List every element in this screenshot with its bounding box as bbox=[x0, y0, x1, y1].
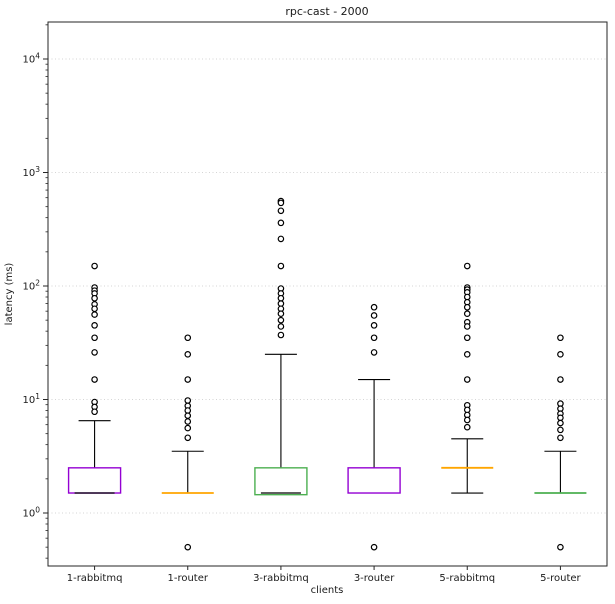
outlier-point bbox=[463, 416, 471, 424]
boxplot-5-router bbox=[534, 334, 587, 551]
boxplot-1-rabbitmq bbox=[67, 262, 122, 494]
outlier-point bbox=[184, 351, 192, 358]
outlier-point bbox=[277, 331, 285, 339]
x-tick-label: 5-rabbitmq bbox=[439, 573, 495, 584]
outlier-point bbox=[370, 334, 378, 342]
outlier-point bbox=[370, 543, 378, 551]
outlier-point bbox=[184, 418, 192, 425]
box bbox=[347, 467, 401, 494]
boxplot-5-rabbitmq bbox=[441, 262, 494, 494]
outlier-point bbox=[370, 312, 378, 319]
outlier-point bbox=[557, 543, 564, 551]
outlier-point bbox=[557, 376, 564, 383]
outlier-point bbox=[184, 334, 192, 342]
outlier-point bbox=[277, 323, 285, 330]
outlier-point bbox=[91, 294, 98, 302]
outlier-point bbox=[184, 434, 192, 442]
outlier-point bbox=[463, 303, 471, 311]
outlier-point bbox=[277, 316, 285, 324]
outlier-point bbox=[91, 408, 98, 416]
outlier-point bbox=[184, 543, 192, 551]
outlier-point bbox=[277, 310, 285, 318]
outlier-point bbox=[463, 293, 471, 301]
outlier-point bbox=[91, 334, 98, 342]
boxplot-3-rabbitmq bbox=[254, 197, 308, 496]
outlier-point bbox=[184, 397, 192, 404]
outlier-point bbox=[91, 311, 98, 318]
outlier-point bbox=[557, 334, 564, 342]
outlier-point bbox=[557, 434, 564, 442]
outlier-point bbox=[557, 351, 564, 358]
outlier-point bbox=[463, 310, 471, 318]
boxplot-3-router bbox=[347, 303, 401, 551]
outlier-point bbox=[463, 351, 471, 358]
outlier-point bbox=[277, 262, 285, 270]
outlier-point bbox=[277, 219, 285, 227]
boxplot-1-router bbox=[161, 334, 214, 551]
outlier-point bbox=[557, 419, 564, 427]
x-tick-label: 3-router bbox=[354, 573, 395, 584]
x-axis-label: clients bbox=[311, 585, 344, 596]
x-tick-label: 1-router bbox=[167, 573, 208, 584]
outlier-point bbox=[463, 423, 471, 431]
outlier-point bbox=[370, 349, 378, 356]
outlier-point bbox=[370, 303, 378, 311]
outlier-point bbox=[184, 407, 192, 414]
outlier-point bbox=[557, 426, 564, 434]
outlier-point bbox=[277, 207, 285, 215]
outlier-point bbox=[277, 235, 285, 243]
chart-title: rpc-cast - 2000 bbox=[285, 5, 368, 18]
box bbox=[67, 467, 122, 494]
box bbox=[254, 467, 308, 496]
outlier-point bbox=[463, 376, 471, 383]
outlier-point bbox=[184, 412, 192, 419]
outlier-point bbox=[184, 376, 192, 383]
outlier-point bbox=[91, 322, 98, 329]
outlier-point bbox=[463, 334, 471, 342]
outlier-point bbox=[91, 305, 98, 313]
plot-area: 100 101 102 103 104 1-rabbitmq 1-router 3-rabbi… bbox=[22, 21, 608, 584]
x-tick-label: 3-rabbitmq bbox=[253, 573, 309, 584]
outlier-point bbox=[277, 300, 285, 307]
outlier-point bbox=[91, 349, 98, 356]
outlier-point bbox=[91, 262, 98, 270]
x-tick-label: 5-router bbox=[540, 573, 581, 584]
outlier-point bbox=[557, 414, 564, 422]
y-tick-label: 103 bbox=[22, 165, 40, 179]
outlier-point bbox=[277, 294, 285, 302]
outlier-point bbox=[184, 424, 192, 432]
outlier-point bbox=[463, 323, 471, 330]
outlier-point bbox=[91, 376, 98, 383]
outlier-point bbox=[277, 199, 285, 207]
y-axis-label: latency (ms) bbox=[4, 263, 15, 326]
x-tick-label: 1-rabbitmq bbox=[67, 573, 123, 584]
outlier-point bbox=[370, 322, 378, 329]
plot-border bbox=[47, 21, 608, 567]
y-tick-label: 102 bbox=[22, 279, 40, 293]
y-tick-label: 100 bbox=[22, 506, 40, 520]
outlier-point bbox=[463, 262, 471, 270]
y-tick-label: 101 bbox=[22, 392, 40, 406]
y-tick-label: 104 bbox=[22, 52, 40, 66]
